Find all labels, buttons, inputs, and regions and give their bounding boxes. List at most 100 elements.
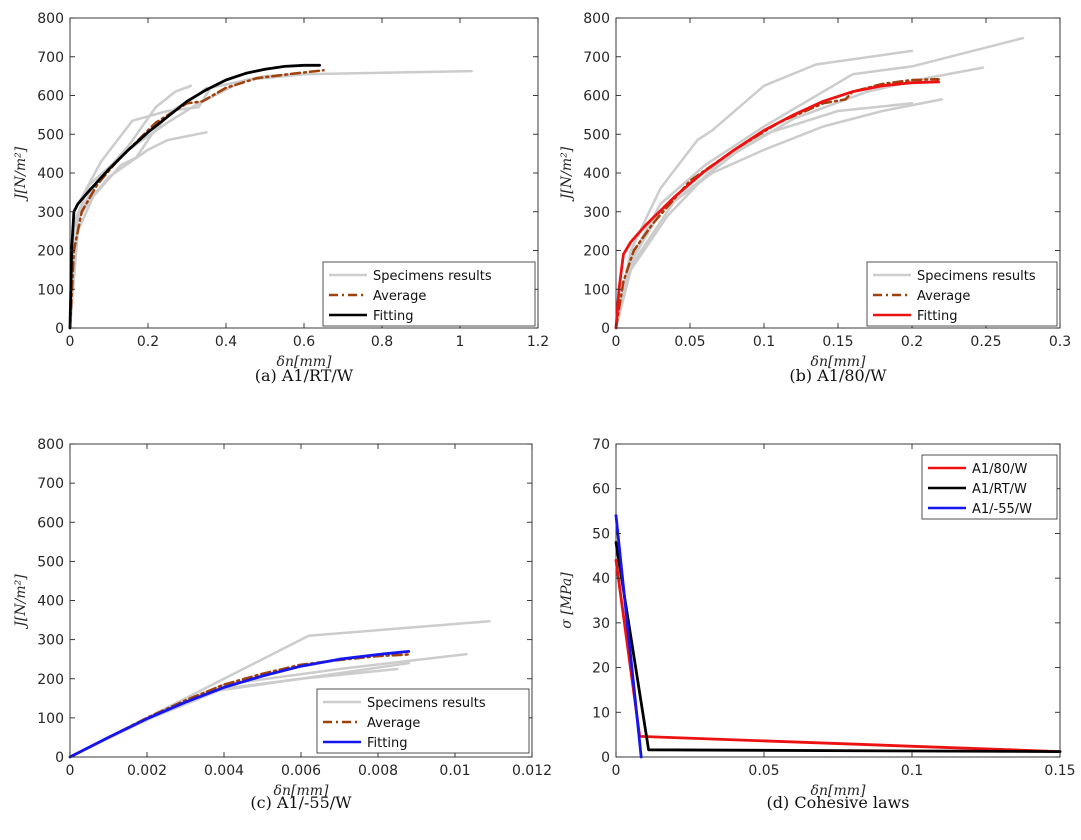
y-tick-label: 600 [37, 515, 64, 531]
series-average [68, 69, 325, 330]
chart-panel-c: 0 0.002 0.004 0.006 0.008 0.01 0.012 0 100 200 300… [13, 437, 552, 812]
panel-caption: (d) Cohesive laws [767, 793, 910, 812]
y-tick-label: 30 [592, 616, 610, 632]
legend: Specimens results Average Fitting [322, 261, 536, 327]
y-tick-label: 100 [37, 282, 64, 298]
legend-label: Average [917, 289, 970, 304]
chart-panel-a: 0 0.2 0.4 0.6 0.8 1 1.2 0 100 200 300 400 500 600 700 8… [13, 11, 549, 385]
series-a1-55-w [614, 514, 643, 759]
specimen-line-2 [614, 98, 943, 330]
specimen-line-1 [68, 72, 306, 330]
series-fitting [68, 63, 322, 330]
panel-caption: (c) A1/-55/W [250, 793, 352, 812]
x-tick-label: 0.01 [439, 763, 470, 779]
legend-label: Specimens results [367, 696, 486, 711]
y-tick-label: 700 [583, 50, 610, 66]
x-tick-label: 1.2 [527, 334, 549, 350]
y-tick-label: 800 [37, 11, 64, 27]
y-tick-label: 600 [583, 89, 610, 105]
y-tick-label: 300 [37, 633, 64, 649]
chart-panel-b: 0 0.05 0.1 0.15 0.2 0.25 0.3 0 100 200 300 400 500 60… [559, 11, 1071, 385]
x-tick-label: 0.3 [1049, 334, 1071, 350]
y-tick-label: 600 [37, 89, 64, 105]
y-tick-label: 0 [55, 750, 64, 766]
x-tick-label: 0.4 [215, 334, 237, 350]
x-axis-label: δn[mm] [274, 783, 329, 799]
x-tick-label: 0.008 [358, 763, 398, 779]
y-tick-label: 800 [37, 437, 64, 453]
y-tick-label: 0 [55, 321, 64, 337]
y-tick-label: 40 [592, 571, 610, 587]
x-tick-label: 1 [456, 334, 465, 350]
legend-label: Fitting [367, 736, 407, 751]
y-tick-label: 0 [601, 321, 610, 337]
y-tick-label: 700 [37, 476, 64, 492]
y-tick-label: 800 [583, 11, 610, 27]
x-tick-label: 0.6 [293, 334, 315, 350]
x-tick-label: 0.004 [204, 763, 244, 779]
x-axis-label: δn[mm] [811, 354, 866, 370]
x-tick-label: 0.012 [512, 763, 552, 779]
y-tick-label: 70 [592, 437, 610, 453]
x-tick-label: 0.2 [901, 334, 923, 350]
x-tick-label: 0.1 [753, 334, 775, 350]
y-tick-label: 200 [37, 672, 64, 688]
y-tick-label: 300 [37, 205, 64, 221]
y-axis-label: J[N/m²] [13, 146, 29, 202]
y-axis-label: J[N/m²] [13, 574, 29, 630]
y-tick-label: 200 [37, 244, 64, 260]
y-tick-label: 300 [583, 205, 610, 221]
x-tick-label: 0 [612, 334, 621, 350]
x-tick-label: 0.006 [281, 763, 321, 779]
x-tick-label: 0.8 [371, 334, 393, 350]
legend-label: Average [373, 289, 426, 304]
x-tick-label: 0 [66, 763, 75, 779]
y-tick-label: 400 [37, 594, 64, 610]
x-tick-label: 0.2 [137, 334, 159, 350]
x-tick-label: 0.05 [674, 334, 705, 350]
series-fitting [68, 650, 411, 759]
legend-label: Specimens results [917, 269, 1036, 284]
x-axis-label: δn[mm] [277, 354, 332, 370]
x-tick-label: 0.25 [970, 334, 1001, 350]
y-tick-label: 500 [37, 127, 64, 143]
y-tick-label: 500 [583, 127, 610, 143]
y-axis-label: σ [MPa] [559, 572, 575, 629]
legend: A1/80/W A1/RT/W A1/-55/W [921, 454, 1058, 520]
y-tick-label: 100 [583, 282, 610, 298]
x-tick-label: 0.15 [822, 334, 853, 350]
x-tick-label: 0 [66, 334, 75, 350]
x-tick-label: 0.1 [901, 763, 923, 779]
legend-label: A1/-55/W [972, 502, 1032, 517]
legend-label: Average [367, 716, 420, 731]
y-tick-label: 20 [592, 661, 610, 677]
legend-label: A1/80/W [972, 462, 1027, 477]
legend-label: Specimens results [373, 269, 492, 284]
x-tick-label: 0 [612, 763, 621, 779]
panel-caption: (b) A1/80/W [789, 366, 887, 385]
legend: Specimens results Average Fitting [866, 261, 1058, 327]
specimen-line-0 [614, 49, 914, 330]
y-tick-label: 0 [601, 750, 610, 766]
legend: Specimens results Average Fitting [316, 688, 530, 754]
y-tick-label: 100 [37, 711, 64, 727]
y-tick-label: 500 [37, 554, 64, 570]
y-tick-label: 200 [583, 244, 610, 260]
legend-label: Fitting [373, 309, 413, 324]
y-tick-label: 400 [37, 166, 64, 182]
specimen-line-3 [68, 84, 193, 330]
x-tick-label: 0.002 [127, 763, 167, 779]
y-axis-label: J[N/m²] [559, 146, 575, 202]
panel-caption: (a) A1/RT/W [255, 366, 354, 385]
y-tick-label: 700 [37, 50, 64, 66]
x-tick-label: 0.15 [1044, 763, 1075, 779]
x-axis-label: δn[mm] [811, 783, 866, 799]
y-tick-label: 50 [592, 526, 610, 542]
legend-label: A1/RT/W [972, 482, 1027, 497]
legend-label: Fitting [917, 309, 957, 324]
y-tick-label: 400 [583, 166, 610, 182]
y-tick-label: 60 [592, 482, 610, 498]
chart-panel-d: 0 0.05 0.1 0.15 0 10 20 30 40 50 60 70 δn[mm] σ [MPa]… [559, 437, 1076, 812]
y-tick-label: 10 [592, 705, 610, 721]
